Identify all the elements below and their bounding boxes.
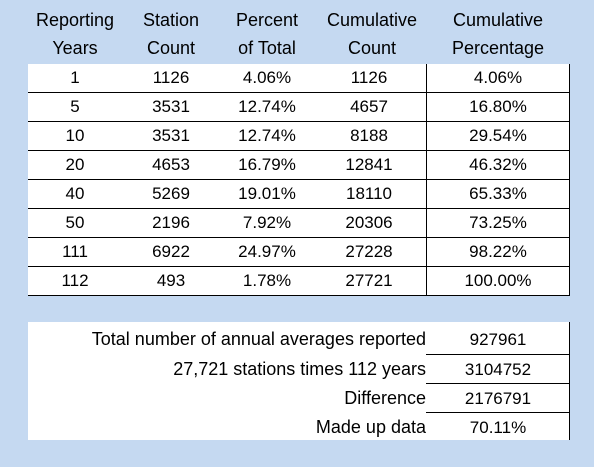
cell-cumulative-percentage: 4.06% — [473, 68, 523, 87]
table-row: 112 493 1.78% 27721 100.00% — [28, 267, 570, 296]
cell-cumulative-count: 1126 — [350, 68, 388, 87]
summary-value: 2176791 — [464, 389, 532, 408]
table-row: 10 3531 12.74% 8188 29.54% — [28, 122, 570, 151]
cell-percent: 1.78% — [242, 271, 292, 290]
cell-station-count: 1126 — [152, 68, 190, 87]
header-line: Years — [52, 38, 98, 58]
table-row: 40 5269 19.01% 18110 65.33% — [28, 180, 570, 209]
cell-cumulative-percentage: 100.00% — [464, 271, 532, 290]
header-line: Reporting — [35, 10, 115, 30]
cell-years: 20 — [65, 155, 85, 174]
column-divider — [426, 64, 427, 296]
cell-cumulative-percentage: 98.22% — [469, 242, 527, 261]
cell-years: 50 — [65, 213, 85, 232]
cell-percent: 24.97% — [238, 242, 296, 261]
row-divider — [426, 412, 570, 413]
cell-cumulative-percentage: 65.33% — [469, 184, 527, 203]
table-row: 1 1126 4.06% 1126 4.06% — [28, 64, 570, 93]
header-line: of Total — [238, 38, 296, 58]
cell-percent: 12.74% — [238, 97, 296, 116]
summary-label: Difference — [344, 388, 426, 408]
cell-cumulative-percentage: 46.32% — [469, 155, 527, 174]
header-reporting-years: Reporting Years — [28, 6, 122, 62]
cell-years: 40 — [65, 184, 85, 203]
cell-station-count: 2196 — [152, 213, 190, 232]
column-divider — [569, 64, 570, 296]
data-table: 1 1126 4.06% 1126 4.06% 5 3531 12.74% 46… — [28, 64, 570, 296]
table-row: 50 2196 7.92% 20306 73.25% — [28, 209, 570, 238]
cell-percent: 7.92% — [242, 213, 292, 232]
column-divider — [569, 322, 570, 440]
cell-percent: 19.01% — [238, 184, 296, 203]
row-divider — [426, 383, 570, 384]
cell-cumulative-count: 8188 — [350, 126, 388, 145]
header-percent-of-total: Percent of Total — [222, 6, 312, 62]
summary-row: Difference 2176791 — [28, 384, 570, 413]
cell-cumulative-count: 20306 — [345, 213, 393, 232]
table-row: 20 4653 16.79% 12841 46.32% — [28, 151, 570, 180]
header-line: Count — [347, 38, 397, 58]
cell-years: 111 — [62, 242, 88, 261]
cell-cumulative-count: 27228 — [345, 242, 393, 261]
summary-row: 27,721 stations times 112 years 3104752 — [28, 355, 570, 384]
cell-percent: 4.06% — [242, 68, 292, 87]
cell-cumulative-count: 18110 — [345, 184, 392, 203]
header-cumulative-percentage: Cumulative Percentage — [430, 6, 566, 62]
cell-years: 1 — [70, 68, 80, 87]
summary-label: Made up data — [315, 417, 426, 437]
summary-value: 70.11% — [469, 418, 527, 437]
cell-cumulative-count: 27721 — [345, 271, 393, 290]
header-line: Station — [142, 10, 200, 30]
cell-station-count: 6922 — [152, 242, 190, 261]
cell-station-count: 493 — [156, 271, 186, 290]
summary-value: 3104752 — [464, 360, 532, 379]
cell-cumulative-percentage: 29.54% — [469, 126, 527, 145]
cell-years: 10 — [65, 126, 85, 145]
cell-station-count: 4653 — [152, 155, 190, 174]
header-line: Percent — [235, 10, 299, 30]
summary-value: 927961 — [469, 330, 527, 349]
cell-cumulative-percentage: 16.80% — [469, 97, 527, 116]
table-row: 111 6922 24.97% 27228 98.22% — [28, 238, 570, 267]
cell-years: 112 — [61, 271, 89, 290]
summary-label: 27,721 stations times 112 years — [173, 359, 426, 379]
cell-station-count: 5269 — [152, 184, 190, 203]
row-divider — [426, 354, 570, 355]
header-line: Count — [146, 38, 196, 58]
cell-cumulative-count: 12841 — [345, 155, 393, 174]
summary-row: Total number of annual averages reported… — [28, 325, 570, 354]
cell-years: 5 — [70, 97, 80, 116]
summary-row: Made up data 70.11% — [28, 413, 570, 442]
header-line: Percentage — [451, 38, 545, 58]
table-row: 5 3531 12.74% 4657 16.80% — [28, 93, 570, 122]
cell-station-count: 3531 — [152, 97, 190, 116]
cell-cumulative-count: 4657 — [350, 97, 388, 116]
summary-table: Total number of annual averages reported… — [28, 322, 570, 440]
cell-cumulative-percentage: 73.25% — [469, 213, 527, 232]
cell-percent: 12.74% — [238, 126, 296, 145]
header-line: Cumulative — [326, 10, 418, 30]
cell-station-count: 3531 — [152, 126, 190, 145]
header-station-count: Station Count — [130, 6, 212, 62]
header-cumulative-count: Cumulative Count — [316, 6, 428, 62]
cell-percent: 16.79% — [238, 155, 296, 174]
summary-label: Total number of annual averages reported — [91, 329, 426, 349]
header-line: Cumulative — [452, 10, 544, 30]
